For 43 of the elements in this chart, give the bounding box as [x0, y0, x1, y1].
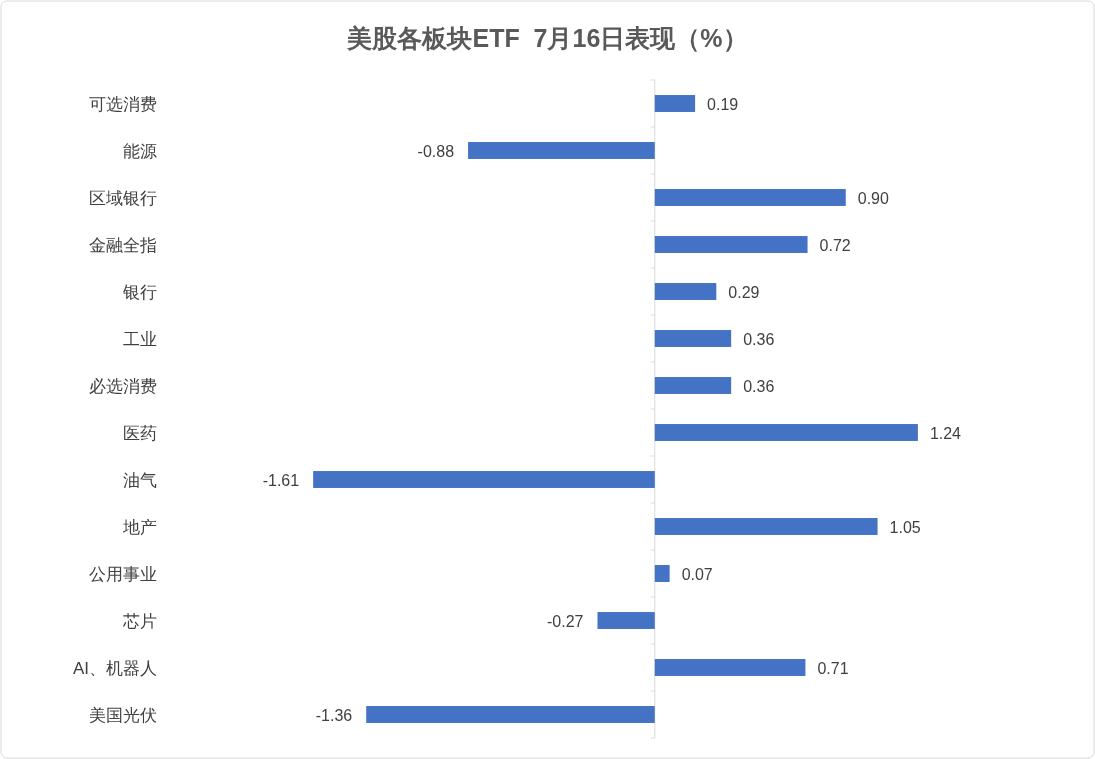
y-tick-label: 必选消费 — [89, 376, 157, 396]
bar — [654, 518, 878, 535]
y-tick-label: 油气 — [123, 470, 157, 490]
bar — [597, 612, 655, 629]
data-label: 0.07 — [681, 565, 713, 583]
bar — [654, 189, 846, 206]
data-label: 0.90 — [857, 189, 889, 207]
y-tick-label: 能源 — [123, 141, 157, 161]
data-label: 1.05 — [889, 518, 921, 536]
y-tick-label: 金融全指 — [89, 235, 157, 255]
y-tick-label: 芯片 — [122, 611, 157, 631]
y-tick-label: 地产 — [122, 517, 157, 537]
data-label: 0.72 — [819, 236, 851, 254]
data-label: 0.36 — [743, 377, 775, 395]
y-tick-label: 公用事业 — [89, 564, 157, 584]
bar — [654, 283, 717, 300]
y-tick-label: 可选消费 — [89, 94, 157, 114]
data-label: 0.71 — [817, 659, 849, 677]
bar — [313, 471, 655, 488]
data-label: 1.24 — [929, 424, 962, 442]
y-tick-label: 工业 — [123, 329, 157, 349]
data-label: -1.61 — [262, 471, 300, 489]
y-tick-label: AI、机器人 — [72, 658, 157, 678]
chart-title: 美股各板块ETF 7月16日表现（%） — [346, 24, 748, 52]
y-tick-label: 区域银行 — [89, 188, 157, 208]
y-tick-label: 医药 — [123, 423, 157, 443]
data-label: -1.36 — [315, 706, 353, 724]
data-label: -0.88 — [417, 142, 455, 160]
bar — [654, 424, 918, 441]
data-label: 0.29 — [728, 283, 760, 301]
bar — [468, 142, 655, 159]
bar — [654, 565, 670, 582]
bar — [366, 706, 655, 723]
y-tick-label: 银行 — [122, 282, 157, 302]
bar — [654, 236, 808, 253]
y-tick-label: 美国光伏 — [89, 705, 157, 725]
bar — [654, 659, 806, 676]
bar — [654, 95, 696, 112]
data-label: -0.27 — [547, 612, 584, 630]
bar — [654, 377, 732, 394]
data-label: 0.36 — [743, 330, 775, 348]
bar — [654, 330, 732, 347]
data-label: 0.19 — [707, 95, 739, 113]
